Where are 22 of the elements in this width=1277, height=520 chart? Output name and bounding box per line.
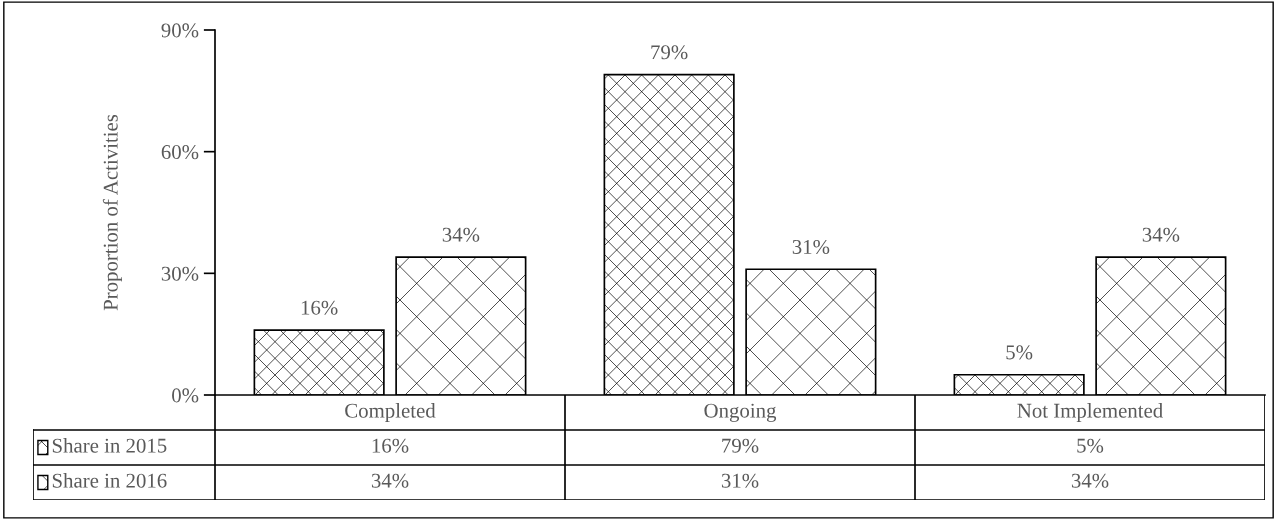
data-label: 5% xyxy=(1077,438,1104,453)
text: 79% xyxy=(651,45,688,60)
x-tick-label: Completed xyxy=(345,403,436,422)
text: 16% xyxy=(301,300,338,315)
data-label: 34% xyxy=(1071,473,1109,488)
y-axis-title: Proportion of Activities xyxy=(102,114,122,311)
data-label: 79% xyxy=(722,438,759,453)
y-tick-label: 60% xyxy=(161,145,199,160)
x-tick-label: Ongoing xyxy=(704,403,777,422)
data-label: 16% xyxy=(372,438,409,453)
data-label: 31% xyxy=(721,473,759,488)
text: 5% xyxy=(1006,345,1033,360)
y-tick-label: 0% xyxy=(172,388,199,403)
y-tick-label: 30% xyxy=(161,266,199,281)
legend-label: Share in 2015 xyxy=(52,438,167,453)
x-tick-label: Not Implemented xyxy=(1017,403,1163,422)
y-tick-label: 90% xyxy=(161,23,199,38)
text: 34% xyxy=(442,227,480,242)
data-label: 34% xyxy=(371,473,409,488)
text: 34% xyxy=(1142,227,1180,242)
text: 31% xyxy=(792,239,830,254)
legend-label: Share in 2016 xyxy=(52,473,167,488)
